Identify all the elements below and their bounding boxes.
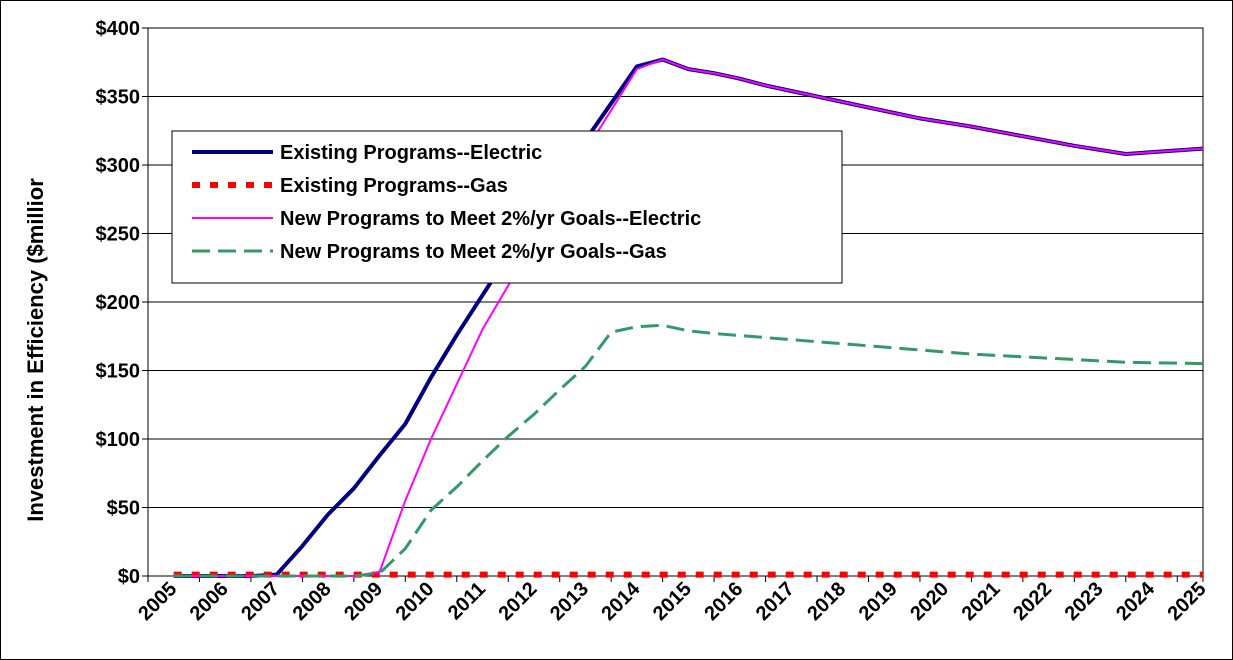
x-tick-label: 2022 — [1009, 578, 1056, 625]
x-tick-label: 2006 — [186, 578, 233, 625]
x-tick-labels: 2005 2006 2007 2008 2009 2010 2011 2012 2013 2014… — [134, 576, 1211, 625]
x-tick-label: 2013 — [546, 578, 593, 625]
legend-label: Existing Programs--Gas — [280, 175, 508, 197]
axes — [147, 27, 1204, 577]
y-tick-labels: $0 $50 $100 $150 $200 $250 $300 $350 $400 — [96, 18, 141, 588]
legend: Existing Programs--Electric Existing Prog… — [171, 130, 843, 284]
y-tick-label: $300 — [96, 155, 141, 177]
y-tick-label: $100 — [96, 429, 141, 451]
x-tick-label: 2014 — [597, 577, 645, 625]
x-tick-label: 2008 — [289, 578, 336, 625]
x-tick-label: 2021 — [958, 578, 1005, 625]
series-lines — [173, 57, 1204, 578]
plot-area — [147, 27, 1204, 577]
x-tick-label: 2005 — [134, 578, 181, 625]
legend-label: New Programs to Meet 2%/yr Goals--Gas — [280, 241, 667, 263]
x-tick-label: 2018 — [803, 578, 850, 625]
x-tick-label: 2009 — [340, 578, 387, 625]
legend-label: Existing Programs--Electric — [280, 142, 542, 164]
x-tick-label: 2012 — [494, 578, 541, 625]
x-tick-label: 2011 — [444, 578, 490, 624]
x-tick-label: 2010 — [392, 578, 439, 625]
x-tick-label: 2024 — [1112, 577, 1160, 625]
x-tick-label: 2019 — [855, 578, 902, 625]
legend-label: New Programs to Meet 2%/yr Goals--Electr… — [280, 208, 701, 230]
legend-box — [171, 130, 843, 284]
x-tick-label: 2023 — [1061, 578, 1108, 625]
series-line — [173, 58, 1204, 577]
y-tick-label: $200 — [96, 292, 141, 314]
y-tick-label: $150 — [96, 361, 141, 383]
y-tick-label: $0 — [118, 566, 140, 588]
x-tick-label: 2015 — [649, 578, 696, 625]
grid-lines — [142, 27, 1203, 577]
y-tick-label: $350 — [96, 87, 141, 109]
y-tick-label: $400 — [96, 18, 141, 40]
y-axis-label: Investment in Efficiency ($millior — [23, 178, 48, 522]
y-tick-label: $250 — [96, 224, 141, 246]
x-tick-label: 2007 — [237, 578, 284, 625]
x-tick-label: 2020 — [906, 578, 953, 625]
series-line — [173, 323, 1204, 578]
x-tick-label: 2025 — [1164, 578, 1211, 625]
y-tick-label: $50 — [107, 498, 140, 520]
x-tick-label: 2016 — [700, 578, 747, 625]
x-tick-label: 2017 — [752, 578, 799, 625]
